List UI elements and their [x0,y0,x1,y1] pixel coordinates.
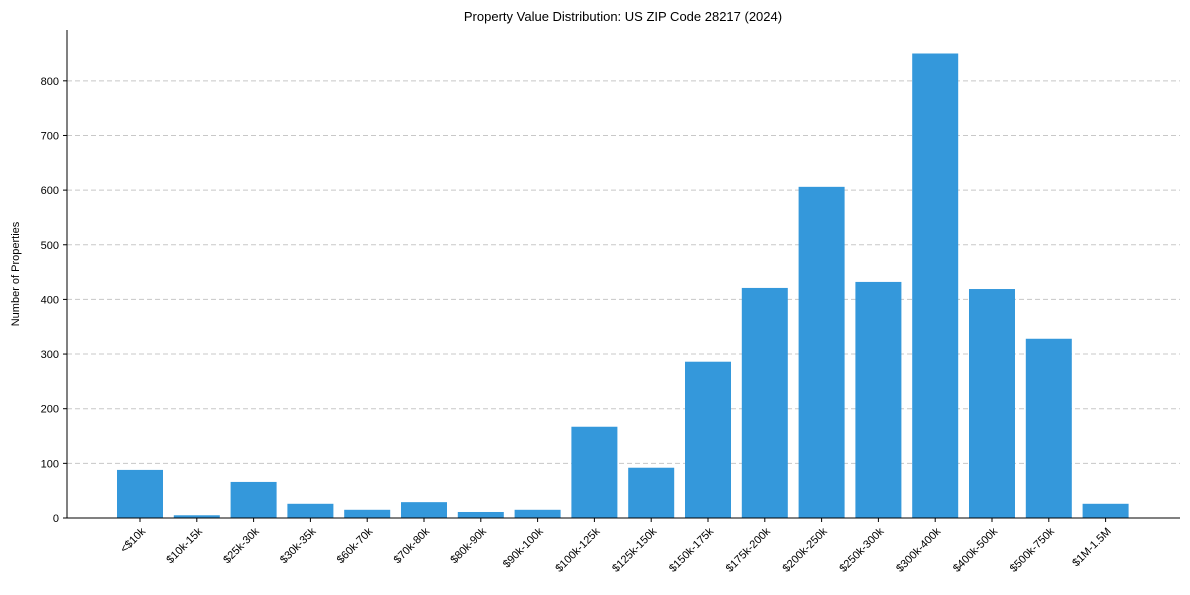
y-tick-label: 400 [41,294,59,306]
x-tick-label: $25k-30k [221,525,262,566]
x-tick-label: $150k-175k [667,525,716,574]
y-tick-label: 300 [41,349,59,361]
bar [230,481,277,518]
x-tick-label: $30k-35k [278,525,319,566]
bar [173,515,220,518]
x-tick-label: $200k-250k [781,525,830,574]
x-tick-label: $250k-300k [837,525,886,574]
x-tick-label: <$10k [118,525,148,555]
x-tick-label: $100k-125k [553,525,602,574]
bar [401,502,447,518]
x-tick-label: $175k-200k [724,525,773,574]
y-tick-label: 800 [41,76,59,88]
y-axis-label: Number of Properties [10,221,22,326]
bar [798,186,845,518]
chart-title: Property Value Distribution: US ZIP Code… [464,9,782,24]
x-tick-label: $70k-80k [392,525,433,566]
y-tick-label: 200 [41,404,59,416]
y-tick-label: 600 [41,185,59,197]
x-tick-label: $80k-90k [448,525,489,566]
x-tick-label: $125k-150k [610,525,659,574]
bar [741,287,788,518]
x-tick-label: $300k-400k [894,525,943,574]
y-tick-label: 700 [41,130,59,142]
x-tick-label: $10k-15k [164,525,205,566]
x-tick-label: $90k-100k [501,525,546,570]
bar [912,53,959,518]
x-tick-label: $60k-70k [335,525,376,566]
bar [344,509,391,518]
bar [1082,503,1129,518]
bar [287,503,334,518]
bar [1025,338,1072,518]
x-tick-label: $400k-500k [951,525,1000,574]
y-tick-label: 100 [41,458,59,470]
bar [571,426,618,518]
bar [685,361,731,518]
bar [514,509,561,518]
bar [969,289,1015,518]
bar [457,511,504,518]
x-tick-label: $1M-1.5M [1070,526,1114,570]
x-tick-label: $500k-750k [1008,525,1057,574]
bar [855,281,902,518]
bar [117,469,163,518]
y-tick-label: 0 [53,513,59,525]
bar [628,467,675,518]
y-tick-label: 500 [41,240,59,252]
